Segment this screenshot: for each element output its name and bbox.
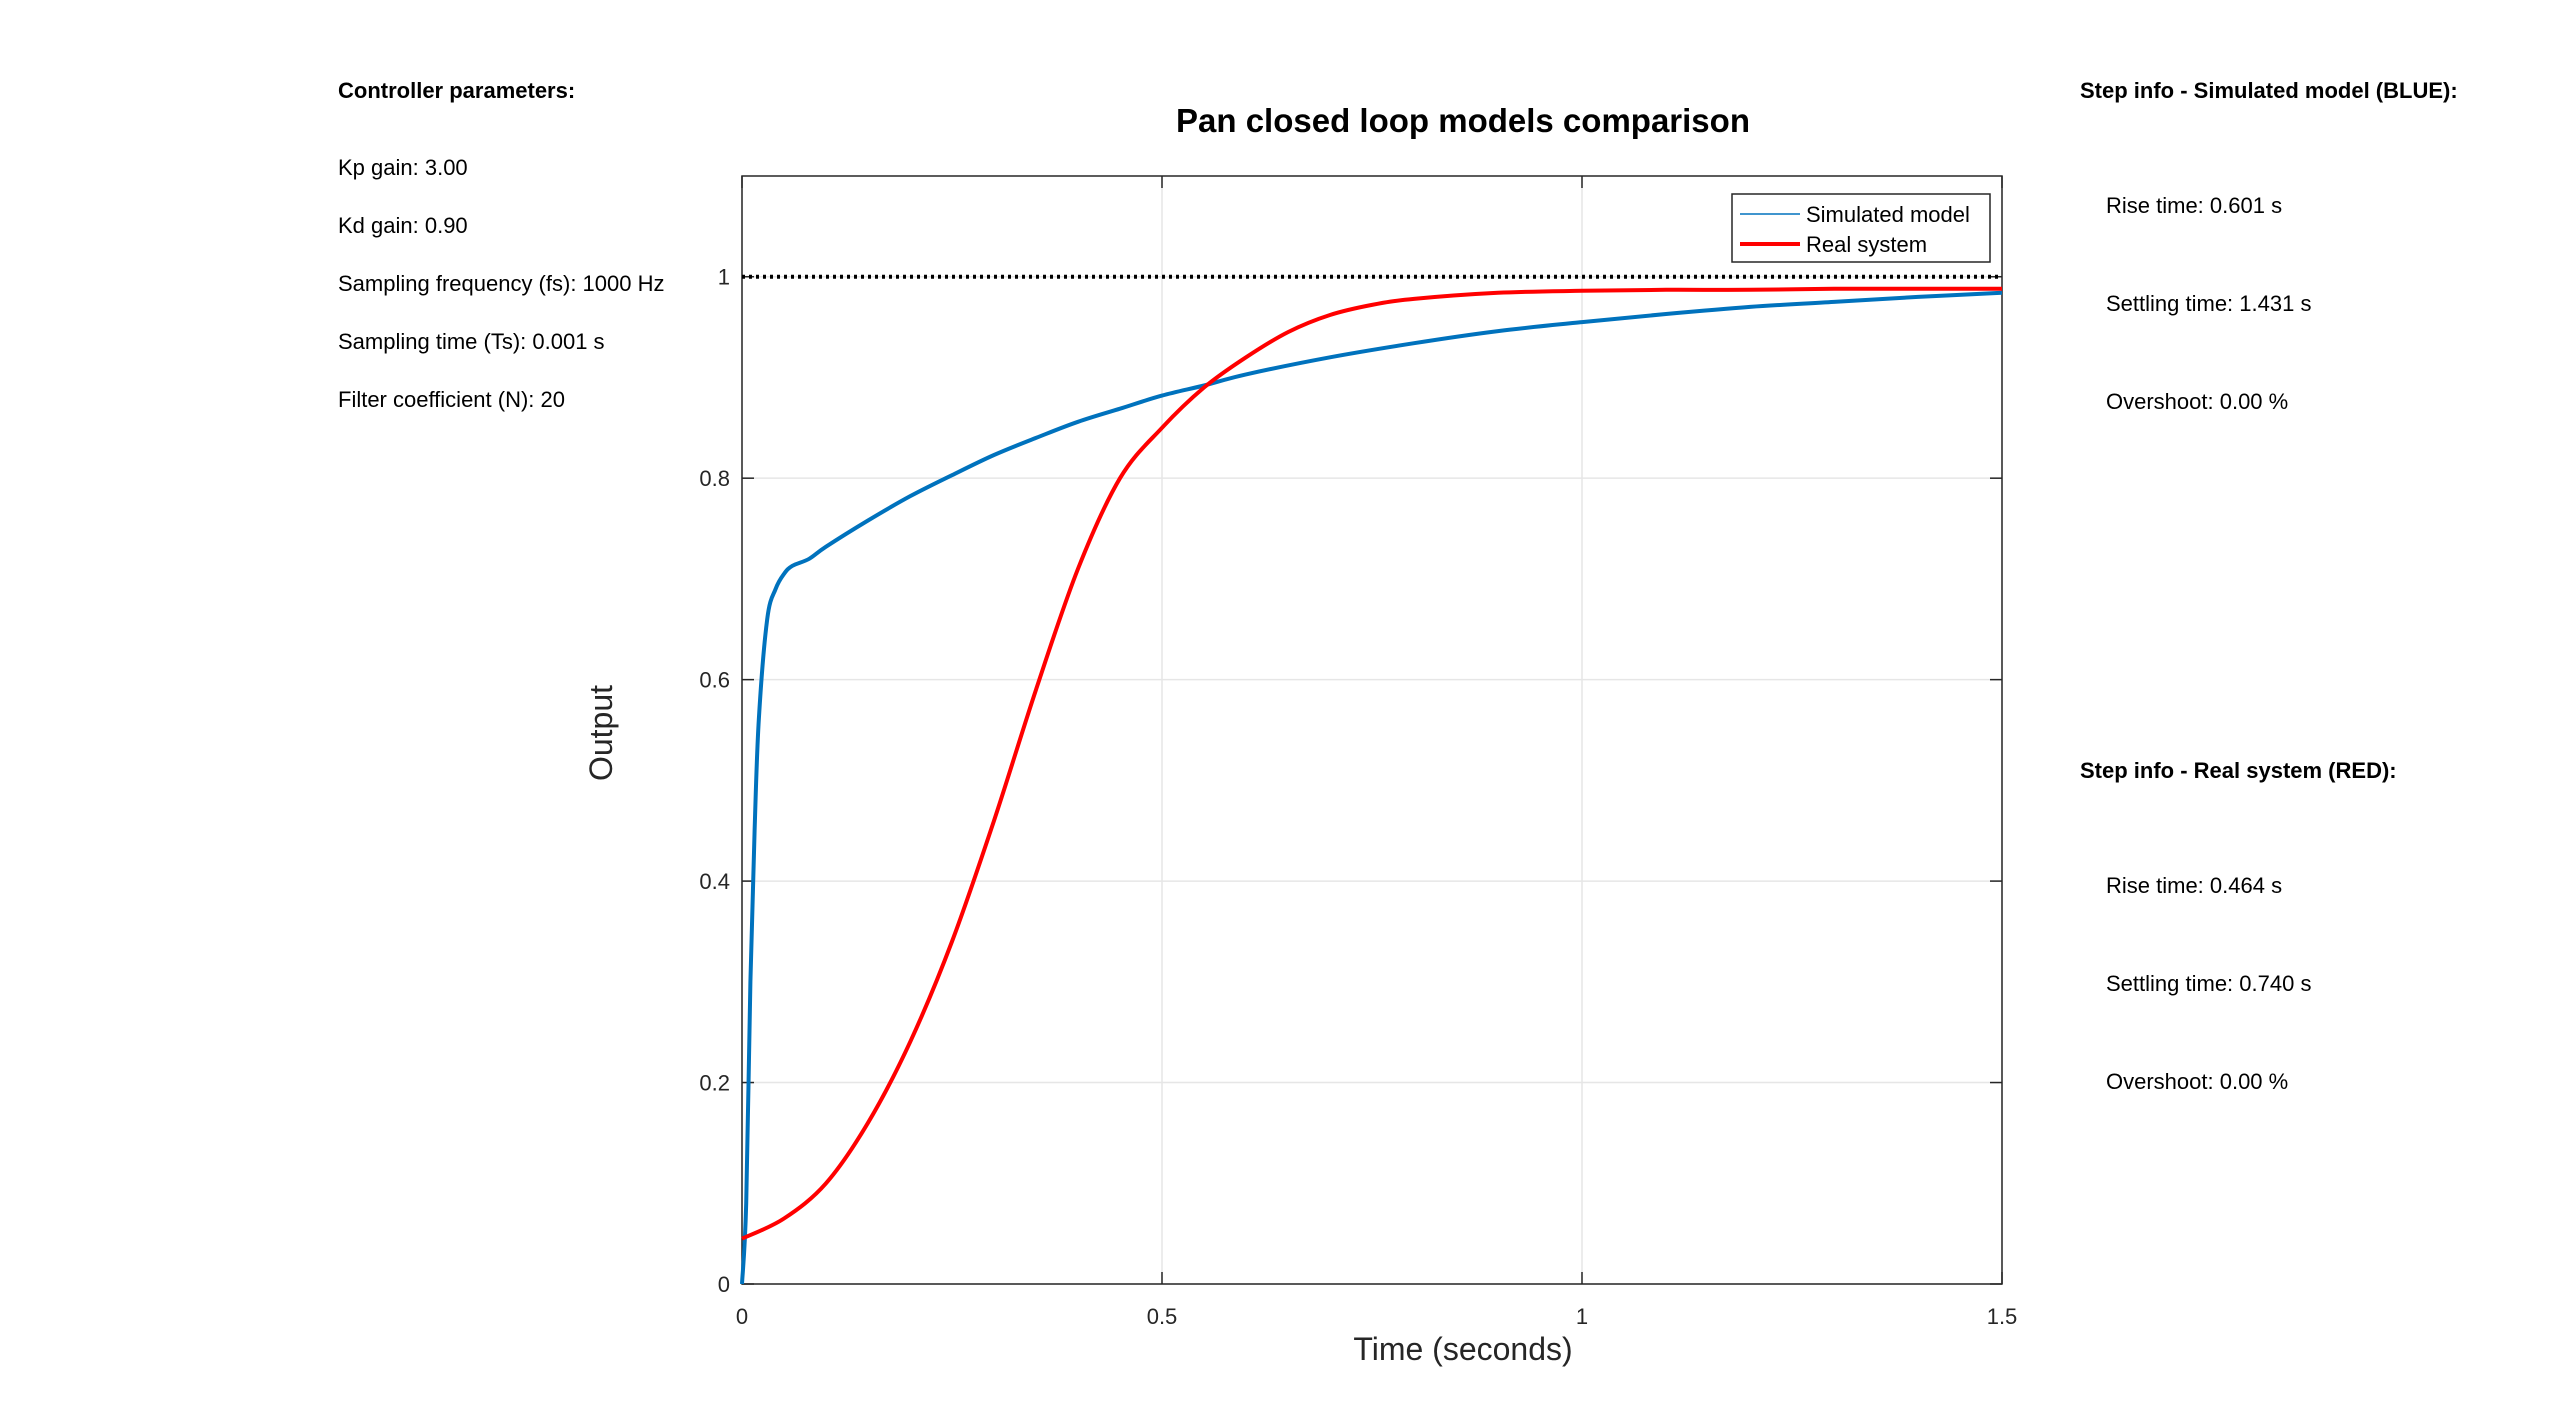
axis-ticks: 0 0.5 1 1.5 0 0.2 0.4 0.6 0.8 1 xyxy=(699,176,2017,1329)
legend-label-simulated-model: Simulated model xyxy=(1806,202,1970,227)
y-tick-label: 1 xyxy=(718,265,730,290)
sampling-time-text: Sampling time (Ts): 0.001 s xyxy=(338,329,605,354)
y-tick-label: 0.8 xyxy=(699,466,730,491)
legend-box xyxy=(1731,193,1991,263)
x-tick-label: 1.5 xyxy=(1987,1304,2018,1329)
x-tick-label: 0 xyxy=(736,1304,748,1329)
legend: Simulated model Real system xyxy=(1731,193,1991,263)
blue-overshoot-text: Overshoot: 0.00 % xyxy=(2106,389,2289,414)
simulated-model-line xyxy=(740,290,2003,1285)
grid-lines xyxy=(741,176,2003,1285)
step-info-blue-heading: Step info - Simulated model (BLUE): xyxy=(2080,78,2458,103)
y-tick-label: 0.4 xyxy=(699,869,730,894)
step-info-red-heading: Step info - Real system (RED): xyxy=(2080,758,2397,783)
y-tick-label: 0.2 xyxy=(699,1071,730,1096)
red-overshoot-text: Overshoot: 0.00 % xyxy=(2106,1069,2289,1094)
red-settling-time-text: Settling time: 0.740 s xyxy=(2106,971,2312,996)
y-axis-label: Output xyxy=(583,685,619,781)
x-axis-label: Time (seconds) xyxy=(1353,1331,1572,1367)
legend-label-real-system: Real system xyxy=(1806,232,1927,257)
kd-gain-text: Kd gain: 0.90 xyxy=(338,213,468,238)
controller-parameters-heading: Controller parameters: xyxy=(338,78,576,103)
step-info-blue-panel: Step info - Simulated model (BLUE): xyxy=(2080,78,2458,104)
series-group xyxy=(740,286,2003,1285)
blue-settling-time-text: Settling time: 1.431 s xyxy=(2106,291,2312,316)
x-tick-label: 0.5 xyxy=(1147,1304,1178,1329)
y-tick-label: 0 xyxy=(718,1272,730,1297)
filter-coefficient-text: Filter coefficient (N): 20 xyxy=(338,387,566,412)
controller-parameters-panel: Controller parameters: xyxy=(338,78,575,104)
blue-rise-time-text: Rise time: 0.601 s xyxy=(2106,193,2283,218)
step-info-red-panel: Step info - Real system (RED): xyxy=(2080,758,2397,784)
kp-gain-text: Kp gain: 3.00 xyxy=(338,155,468,180)
red-rise-time-text: Rise time: 0.464 s xyxy=(2106,873,2283,898)
sampling-frequency-text: Sampling frequency (fs): 1000 Hz xyxy=(338,271,665,296)
y-tick-label: 0.6 xyxy=(699,668,730,693)
x-tick-label: 1 xyxy=(1576,1304,1588,1329)
plot-area xyxy=(741,175,2003,1285)
chart-title: Pan closed loop models comparison xyxy=(1176,102,1750,139)
real-system-line xyxy=(741,286,2002,1241)
